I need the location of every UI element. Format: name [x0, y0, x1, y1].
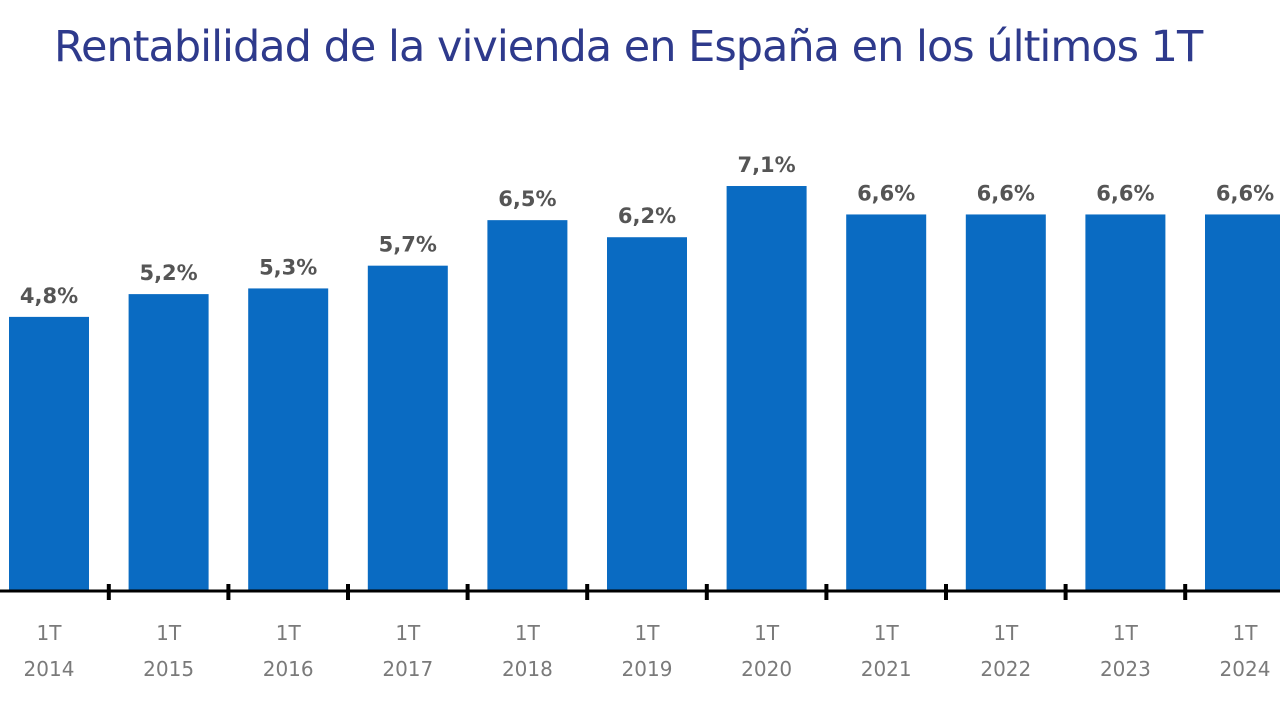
bar-2019: [607, 237, 687, 590]
data-label-2023: 6,6%: [1096, 181, 1154, 205]
data-label-2014: 4,8%: [20, 284, 78, 308]
x-tick-label-2014-year: 2014: [24, 657, 75, 681]
x-tick-label-2017-year: 2017: [382, 657, 433, 681]
x-tick-label-2018-year: 2018: [502, 657, 553, 681]
bar-2015: [128, 294, 209, 590]
data-label-2020: 7,1%: [737, 153, 795, 177]
bar-2018: [487, 220, 568, 590]
bar-2021: [846, 214, 927, 590]
x-tick-label-2016-quarter: 1T: [276, 621, 302, 645]
x-tick-label-2021-year: 2021: [861, 657, 912, 681]
data-label-2018: 6,5%: [498, 187, 556, 211]
x-tick-label-2024-quarter: 1T: [1233, 621, 1259, 645]
x-axis-ticks-group: [106, 584, 1188, 600]
x-tick-label-2019-year: 2019: [622, 657, 673, 681]
x-tick-label-2019-quarter: 1T: [635, 621, 661, 645]
bar-2023: [1085, 214, 1166, 590]
data-label-2021: 6,6%: [857, 181, 915, 205]
x-tick-label-2015-year: 2015: [143, 657, 194, 681]
x-tick-label-2015-quarter: 1T: [156, 621, 182, 645]
x-tick-label-2018-quarter: 1T: [515, 621, 541, 645]
x-tick-label-2023-year: 2023: [1100, 657, 1151, 681]
bars-group: [9, 186, 1280, 590]
bar-2014: [9, 316, 89, 590]
data-label-2024: 6,6%: [1216, 181, 1274, 205]
x-tick-label-2023-quarter: 1T: [1113, 621, 1139, 645]
bar-2022: [965, 214, 1046, 590]
x-tick-label-2020-year: 2020: [741, 657, 792, 681]
data-label-2022: 6,6%: [977, 181, 1035, 205]
bar-2024: [1205, 214, 1280, 590]
data-label-2016: 5,3%: [259, 255, 317, 279]
data-label-2017: 5,7%: [379, 233, 437, 257]
x-tick-label-2017-quarter: 1T: [395, 621, 421, 645]
bar-2017: [367, 265, 448, 590]
data-labels-group: 4,8% 5,2% 5,3% 5,7% 6,5% 6,2% 7,1% 6,6% 6,6% 6,6%…: [20, 153, 1274, 308]
bar-2020: [726, 186, 807, 590]
x-tick-label-2024-year: 2024: [1220, 657, 1271, 681]
x-axis-labels-group: 1T 2014 1T 2015 1T 2016 1T 2017 1T 2018 1T 2019 1T 20…: [24, 621, 1271, 681]
data-label-2019: 6,2%: [618, 204, 676, 228]
x-tick-label-2016-year: 2016: [263, 657, 314, 681]
x-tick-label-2021-quarter: 1T: [874, 621, 900, 645]
x-tick-label-2022-quarter: 1T: [993, 621, 1019, 645]
bar-2016: [248, 288, 329, 590]
x-tick-label-2014-quarter: 1T: [37, 621, 63, 645]
chart-title: Rentabilidad de la vivienda en España en…: [54, 22, 1203, 72]
x-tick-label-2020-quarter: 1T: [754, 621, 780, 645]
data-label-2015: 5,2%: [139, 261, 197, 285]
x-tick-label-2022-year: 2022: [980, 657, 1031, 681]
